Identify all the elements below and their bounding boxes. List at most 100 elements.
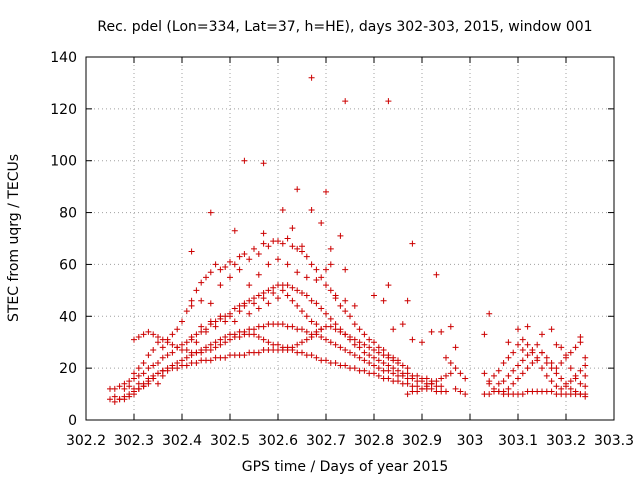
data-point: [203, 274, 209, 281]
data-point: [174, 359, 181, 366]
data-point: [519, 346, 526, 353]
data-point: [327, 323, 334, 330]
data-point: [332, 292, 339, 299]
data-point: [452, 344, 459, 351]
data-point: [409, 240, 416, 247]
data-point: [308, 297, 315, 304]
data-point: [270, 284, 277, 291]
data-point: [366, 359, 373, 366]
data-point: [222, 334, 229, 341]
data-point: [351, 365, 358, 372]
data-point: [385, 367, 392, 374]
data-point: [212, 344, 219, 351]
data-point: [294, 245, 301, 252]
axis-ticks: [85, 56, 615, 421]
data-point: [145, 352, 152, 359]
data-point: [246, 310, 253, 317]
y-tick-label: 0: [68, 413, 77, 429]
y-tick-label: 100: [50, 154, 77, 170]
data-point: [121, 385, 128, 392]
data-point: [303, 336, 310, 343]
data-point: [385, 282, 392, 289]
data-point: [299, 243, 305, 250]
data-point: [505, 385, 512, 392]
data-point: [308, 352, 315, 359]
data-point: [169, 341, 176, 348]
data-point: [183, 346, 190, 353]
data-point: [179, 357, 185, 364]
data-point: [246, 297, 253, 304]
data-point: [500, 359, 507, 366]
data-point: [332, 359, 339, 366]
data-point: [519, 391, 526, 398]
data-point: [140, 370, 147, 377]
data-point: [236, 266, 243, 273]
data-point: [131, 391, 137, 398]
data-point: [193, 331, 200, 338]
data-point: [188, 302, 195, 309]
data-point: [366, 344, 373, 351]
data-point: [342, 331, 349, 338]
data-point: [303, 253, 310, 260]
data-point: [500, 388, 507, 395]
data-point: [519, 370, 526, 377]
data-point: [265, 287, 272, 294]
data-point: [111, 393, 118, 400]
data-point: [543, 372, 550, 379]
data-point: [419, 339, 425, 346]
data-point: [313, 354, 320, 361]
data-point: [337, 328, 344, 335]
data-point: [347, 349, 353, 356]
data-point: [371, 370, 377, 377]
data-point: [323, 266, 329, 273]
x-tick-label: 302.2: [66, 433, 106, 449]
data-point: [299, 308, 305, 315]
data-point: [543, 354, 550, 361]
y-tick-label: 40: [59, 309, 77, 325]
data-point: [183, 308, 190, 315]
data-point: [313, 321, 320, 328]
data-point: [294, 186, 301, 193]
data-point: [428, 385, 435, 392]
data-point: [390, 370, 397, 377]
data-point: [150, 375, 157, 382]
data-point: [107, 396, 113, 403]
data-point: [519, 357, 526, 364]
data-point: [231, 227, 238, 234]
data-point: [577, 367, 584, 374]
data-point: [356, 354, 363, 361]
data-point: [183, 354, 190, 361]
data-point: [308, 334, 315, 341]
data-point: [207, 269, 214, 276]
data-point: [174, 344, 181, 351]
data-point: [323, 310, 329, 317]
data-point: [380, 352, 387, 359]
data-point: [198, 323, 205, 330]
data-point: [126, 378, 133, 385]
data-point: [222, 339, 229, 346]
data-point: [337, 344, 344, 351]
data-point: [308, 206, 315, 213]
data-point: [164, 339, 171, 346]
data-point: [150, 346, 157, 353]
data-point: [414, 372, 421, 379]
data-point: [495, 380, 502, 387]
data-point: [260, 230, 267, 237]
data-point: [438, 328, 445, 335]
x-tick-label: 303.1: [498, 433, 538, 449]
data-point: [539, 349, 545, 356]
data-point: [303, 328, 310, 335]
data-point: [380, 359, 387, 366]
data-point: [510, 349, 517, 356]
data-point: [121, 380, 128, 387]
data-point: [255, 349, 262, 356]
data-point: [155, 334, 161, 341]
data-point: [385, 362, 392, 369]
x-tick-label: 302.6: [258, 433, 298, 449]
data-point: [399, 321, 406, 328]
data-point: [303, 274, 310, 281]
data-point: [241, 352, 248, 359]
data-point: [361, 357, 368, 364]
data-point: [366, 352, 373, 359]
data-point: [529, 359, 536, 366]
